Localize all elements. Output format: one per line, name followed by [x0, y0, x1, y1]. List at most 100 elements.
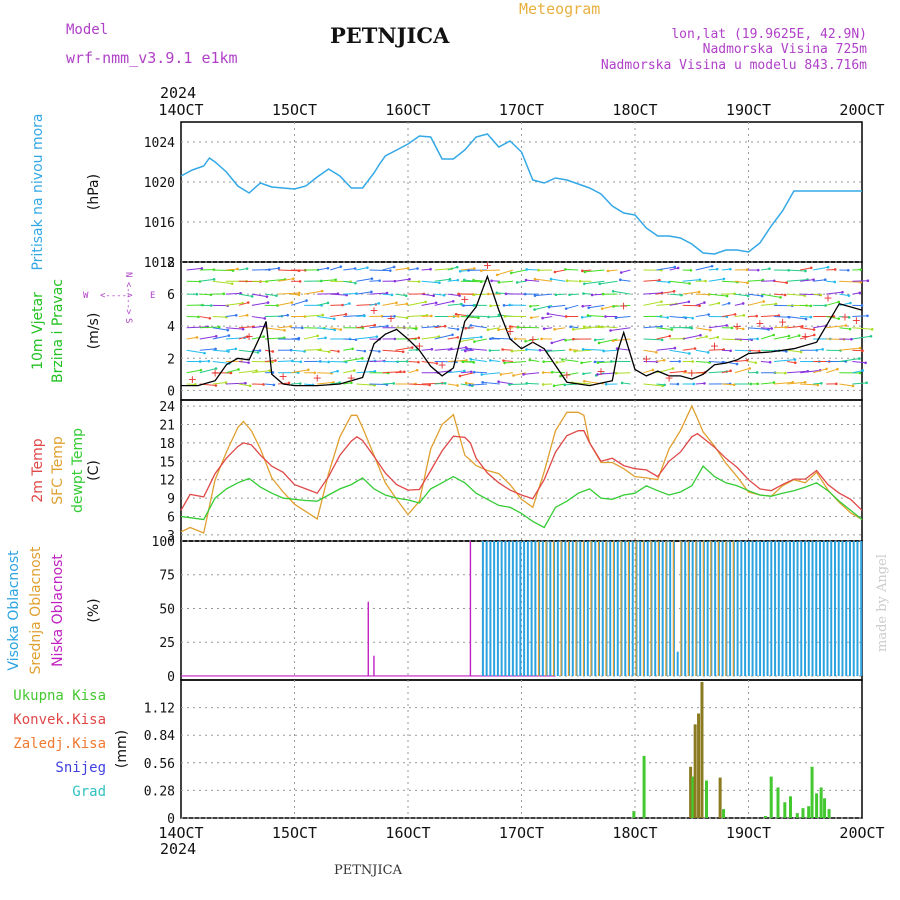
wind-arrow-head — [866, 314, 869, 318]
wind-arrow — [852, 335, 872, 340]
wind-arrow-head — [812, 278, 815, 281]
wind-arrow — [826, 325, 846, 329]
wind-arrow — [212, 335, 230, 340]
wind-arrow — [317, 267, 329, 271]
precipitation-ytick: 0 — [167, 812, 175, 827]
wind-arrow — [607, 269, 618, 272]
wind-arrow-head — [670, 328, 674, 331]
wind-arrow — [800, 383, 818, 386]
wind-arrow-head — [542, 360, 545, 364]
wind-arrow-head — [321, 313, 325, 317]
wind-arrow-head — [262, 335, 265, 338]
wind-arrow-head — [472, 278, 475, 282]
wind-gust-marker: + — [710, 339, 719, 352]
wind-arrow — [529, 359, 540, 362]
wind-arrow-head — [688, 282, 691, 285]
wind-arrow — [304, 335, 318, 340]
wind-arrow-head — [404, 294, 408, 297]
wind-arrow — [238, 360, 249, 364]
wind-arrow-head — [458, 269, 462, 273]
wind-arrow — [238, 326, 254, 329]
wind-arrow — [695, 265, 713, 271]
wind-arrow-head — [698, 278, 702, 281]
wind-arrow — [525, 338, 540, 342]
wind-arrow-head — [847, 294, 851, 297]
wind-arrow — [760, 315, 779, 318]
clouds-ytick: 25 — [159, 636, 175, 651]
wind-arrow-head — [555, 361, 559, 364]
wind-gust-marker: + — [596, 365, 605, 378]
wind-arrow-head — [363, 314, 366, 318]
wind-arrow-head — [456, 336, 460, 339]
clouds-ylabel: Visoka Oblacnost — [6, 550, 22, 671]
wind-arrow-head — [746, 281, 749, 285]
wind-arrow-head — [406, 266, 410, 270]
wind-arrow-head — [844, 324, 848, 327]
wind-arrow — [277, 278, 294, 282]
wind-arrow-head — [263, 317, 267, 320]
wind-arrow — [498, 381, 514, 385]
wind-arrow — [534, 293, 553, 297]
wind-arrow-head — [529, 304, 532, 308]
wind-arrow — [556, 360, 566, 363]
wind-arrow — [852, 315, 868, 318]
wind-arrow-head — [350, 381, 353, 385]
wind-arrow-head — [779, 296, 782, 299]
wind-arrow-head — [378, 279, 381, 282]
wind-arrow — [839, 347, 861, 351]
wind-arrow — [369, 280, 380, 282]
wind-arrow-head — [451, 333, 454, 337]
wind-arrow-head — [510, 349, 514, 353]
wind-arrow — [186, 349, 205, 354]
wind-arrow — [595, 338, 605, 341]
wind-arrow — [669, 280, 690, 284]
wind-arrow-head — [503, 361, 506, 365]
wind-arrow — [382, 371, 401, 374]
year-label-bottom: 2024 — [160, 840, 196, 858]
wind-arrow-head — [501, 348, 504, 351]
wind-arrow — [800, 334, 815, 340]
wind-arrow-head — [783, 293, 787, 297]
wind-arrow — [826, 368, 838, 374]
wind-unit: (m/s) — [86, 313, 102, 350]
wind-arrow — [434, 348, 452, 351]
wind-arrow-head — [229, 371, 233, 375]
wind-arrow-head — [581, 348, 585, 351]
wind-arrow — [839, 383, 854, 387]
wind-arrow — [656, 266, 675, 271]
wind-arrow — [304, 383, 313, 386]
wind-arrow — [787, 279, 808, 282]
wind-arrow-head — [541, 371, 545, 374]
precip-bar — [705, 780, 709, 818]
wind-arrow-head — [861, 349, 864, 352]
wind-arrow — [482, 381, 500, 385]
wind-arrow-head — [762, 300, 766, 303]
wind-arrow — [695, 314, 709, 318]
wind-arrow — [573, 327, 592, 330]
wind-arrow — [643, 349, 657, 353]
wind-arrow — [469, 383, 487, 386]
wind-ytick: 6 — [167, 288, 175, 303]
wind-arrow-head — [495, 273, 499, 277]
wind-arrow-head — [428, 383, 431, 387]
wind-arrow — [330, 266, 341, 271]
wind-arrow — [555, 293, 566, 296]
wind-arrow — [278, 292, 300, 295]
wind-arrow — [787, 381, 806, 385]
wind-arrow-head — [227, 350, 230, 353]
time-axis-ticks: 14OCT 14OCT 15OCT 15OCT 16OCT 16OCT 17OCT 17OCT… — [158, 101, 884, 842]
wind-arrow — [356, 291, 372, 295]
wind-arrow-head — [326, 266, 330, 270]
precip-bar — [823, 798, 827, 818]
wind-arrow-head — [651, 368, 655, 372]
wind-arrow-head — [552, 384, 556, 388]
wind-arrow-head — [533, 308, 536, 311]
wind-arrow — [544, 327, 553, 330]
wind-arrow-head — [351, 347, 354, 351]
wind-arrow-head — [502, 304, 506, 307]
wind-arrow-head — [320, 289, 324, 293]
wind-arrow-head — [457, 292, 460, 296]
wind-arrow — [317, 381, 334, 385]
wind-arrow-head — [564, 268, 567, 271]
model-elevation-text: Nadmorska Visina u modelu 843.716m — [601, 58, 867, 73]
